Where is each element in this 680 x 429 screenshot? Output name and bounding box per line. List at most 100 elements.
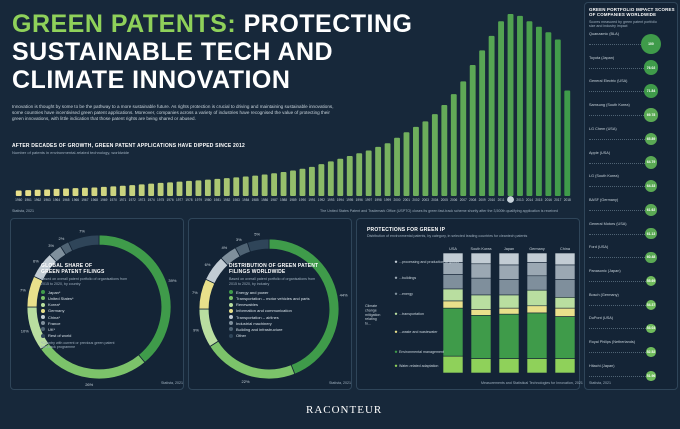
category-dot-0 bbox=[394, 260, 398, 263]
legend-label: UK* bbox=[48, 326, 56, 332]
donut2-source: Statista, 2021 bbox=[329, 381, 351, 385]
bar-2016 bbox=[545, 32, 552, 197]
bar-1994 bbox=[337, 158, 344, 196]
stack-seg-4-1 bbox=[554, 264, 576, 280]
stack-seg-3-1 bbox=[526, 262, 548, 277]
slice-3 bbox=[198, 278, 216, 310]
ranking-heading: GREEN PORTFOLIO IMPACT SCORES OF COMPANI… bbox=[589, 7, 675, 17]
legend-label: Transportation – motor vehicles and part… bbox=[236, 295, 310, 301]
stack-seg-0-5 bbox=[442, 307, 464, 357]
tick-2004: 2004 bbox=[431, 198, 438, 202]
ranking-score-bubble: 65.89 bbox=[644, 132, 658, 146]
legend-label: Transportation – airlines bbox=[236, 314, 279, 320]
bar-1986 bbox=[261, 174, 268, 196]
tick-2002: 2002 bbox=[412, 198, 419, 202]
ranking-row: Hitachi (Japan) 51.96 bbox=[585, 364, 680, 383]
tick-1997: 1997 bbox=[365, 198, 372, 202]
ranking-company: Hitachi (Japan) bbox=[589, 363, 615, 368]
legend-item: Information and communication bbox=[229, 308, 323, 314]
legend-swatch bbox=[229, 315, 233, 320]
ranking-row: Royal Philips (Netherlands) 52.52 bbox=[585, 340, 680, 359]
category-label-5: Environmental management bbox=[399, 350, 444, 354]
ranking-row: Panasonic (Japan) 55.69 bbox=[585, 269, 680, 288]
ranking-company: DuPont (USA) bbox=[589, 316, 614, 321]
bar-1992 bbox=[318, 164, 325, 196]
legend-item: China* bbox=[41, 314, 131, 320]
tick-1989: 1989 bbox=[289, 198, 296, 202]
bar-2003 bbox=[422, 121, 429, 196]
stack-seg-0-3 bbox=[442, 288, 464, 302]
tick-1981: 1981 bbox=[214, 198, 221, 202]
stack-seg-2-5 bbox=[498, 313, 520, 359]
ranking-company: Samsung (South Korea) bbox=[589, 103, 630, 108]
slice-2 bbox=[198, 308, 219, 348]
stack-seg-2-0 bbox=[498, 252, 520, 266]
slice-label-0: 39% bbox=[168, 278, 176, 283]
legend-label: Germany bbox=[48, 308, 65, 314]
tick-1992: 1992 bbox=[318, 198, 325, 202]
tick-2003: 2003 bbox=[422, 198, 429, 202]
country-donut: 39% 26% 10% 7% 6% 3% 2% 7% bbox=[20, 228, 177, 387]
ranking-score-bubble: 55.69 bbox=[645, 275, 657, 287]
bar-1982 bbox=[223, 178, 230, 196]
bar-1976 bbox=[167, 182, 173, 196]
ranking-guide-line bbox=[589, 162, 645, 164]
stack-seg-4-2 bbox=[554, 279, 576, 298]
tick-1974: 1974 bbox=[148, 198, 155, 202]
category-label-4: ...waste and wastewater bbox=[399, 330, 438, 334]
ranking-row: General Motors (USA) 61.13 bbox=[585, 222, 680, 241]
ranking-source: Statista, 2021 bbox=[589, 381, 611, 385]
ranking-company: LG Chem (USA) bbox=[589, 126, 617, 131]
stack-seg-4-3 bbox=[554, 297, 576, 309]
bar-1961 bbox=[25, 190, 32, 196]
tick-1998: 1998 bbox=[375, 198, 382, 202]
legend-label: Energy and power bbox=[236, 289, 269, 295]
ranking-score-bubble: 100 bbox=[641, 34, 661, 54]
protection-stacked-chart: USA South Korea Japan Germany China Climate ch… bbox=[365, 247, 576, 374]
ranking-score-bubble: 51.96 bbox=[646, 371, 656, 381]
bar-1965 bbox=[63, 188, 69, 196]
category-label-0: ...processing and production of goods bbox=[399, 260, 459, 264]
ranking-guide-line bbox=[589, 67, 644, 69]
bar-1969 bbox=[100, 186, 107, 196]
bar-1968 bbox=[91, 187, 98, 196]
stack-seg-1-2 bbox=[470, 277, 492, 296]
ranking-score-bubble: 71.84 bbox=[644, 84, 658, 99]
slice-label-3: 7% bbox=[20, 287, 26, 292]
stack-seg-1-0 bbox=[470, 252, 492, 265]
tick-1988: 1988 bbox=[280, 198, 287, 202]
slice-label-7: 5% bbox=[254, 231, 260, 236]
tick-1962: 1962 bbox=[34, 198, 41, 202]
legend-label: France bbox=[48, 320, 61, 326]
stack-seg-0-2 bbox=[442, 274, 464, 290]
ranking-score-bubble: 53.03 bbox=[646, 323, 656, 334]
ranking-row: BASF (Germany) 61.62 bbox=[585, 198, 680, 217]
tick-1984: 1984 bbox=[242, 198, 249, 202]
protection-source: Measurements and Statistical Technologie… bbox=[481, 381, 583, 385]
ranking-row: Bosch (Germany) 54.37 bbox=[585, 293, 680, 312]
donut1-note: *Country with current or previous green … bbox=[41, 340, 115, 350]
donut1-source: Statista, 2021 bbox=[161, 381, 183, 385]
bar-1972 bbox=[129, 185, 136, 196]
tick-2008: 2008 bbox=[469, 198, 476, 202]
bar-annotation: The United States Patent and Trademark O… bbox=[320, 209, 558, 213]
country-0: USA bbox=[449, 247, 457, 251]
legend-label: Japan* bbox=[48, 289, 61, 295]
ranking-guide-line bbox=[589, 375, 647, 377]
bar-subheading: Number of patents in environmental-relat… bbox=[12, 150, 130, 155]
stack-seg-1-6 bbox=[470, 358, 492, 374]
bar-1975 bbox=[157, 182, 164, 196]
stack-seg-1-1 bbox=[470, 263, 492, 279]
legend-item: Japan* bbox=[41, 289, 131, 295]
ranking-guide-line bbox=[589, 233, 646, 235]
tick-2005: 2005 bbox=[441, 198, 448, 202]
tick-1978: 1978 bbox=[185, 198, 192, 202]
ranking-guide-line bbox=[589, 281, 646, 282]
bar-2011 bbox=[498, 21, 504, 197]
slice-label-4: 6% bbox=[33, 259, 39, 264]
stack-seg-2-2 bbox=[498, 279, 520, 296]
tick-1960: 1960 bbox=[15, 198, 22, 202]
legend-label: Renewables bbox=[236, 302, 259, 308]
slice-label-5: 3% bbox=[48, 243, 54, 248]
ranking-score-bubble: 76.02 bbox=[643, 60, 659, 76]
